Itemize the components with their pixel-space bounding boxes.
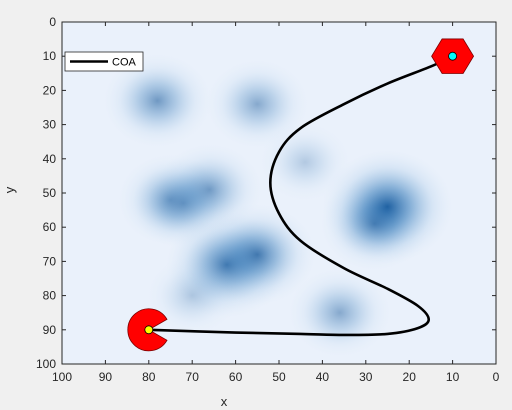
series-line-coa bbox=[148, 55, 454, 337]
y-tick-label: 50 bbox=[43, 186, 57, 200]
x-tick-label: 50 bbox=[272, 370, 286, 384]
y-tick-label: 40 bbox=[43, 152, 57, 166]
heatmap-blob bbox=[156, 143, 263, 236]
marker-layer bbox=[127, 38, 475, 352]
heatmap-blob bbox=[288, 267, 392, 358]
x-tick-label: 100 bbox=[52, 370, 72, 384]
y-axis-ticks: 0 10 20 30 40 50 60 70 80 90 100 bbox=[36, 15, 496, 371]
y-tick-label: 70 bbox=[43, 254, 57, 268]
start-marker bbox=[127, 308, 168, 352]
series-layer bbox=[148, 55, 454, 337]
y-tick-label: 90 bbox=[43, 323, 57, 337]
y-tick-label: 60 bbox=[43, 220, 57, 234]
y-tick-label: 30 bbox=[43, 118, 57, 132]
x-axis-label: x bbox=[221, 394, 228, 409]
x-axis-ticks: 100 90 80 70 60 50 40 30 20 10 0 bbox=[52, 22, 500, 384]
heatmap-blob bbox=[103, 53, 212, 148]
y-tick-label: 20 bbox=[43, 83, 57, 97]
heatmap-blob bbox=[205, 59, 309, 149]
legend-label-coa: COA bbox=[112, 57, 137, 69]
y-axis-label: y bbox=[2, 186, 17, 193]
heatmap-blob bbox=[146, 255, 239, 336]
x-tick-label: 10 bbox=[446, 370, 460, 384]
end-marker-center bbox=[448, 51, 458, 61]
y-tick-label: 80 bbox=[43, 289, 57, 303]
x-tick-label: 60 bbox=[229, 370, 243, 384]
x-tick-label: 40 bbox=[316, 370, 330, 384]
heatmap-blob bbox=[259, 122, 352, 203]
x-tick-label: 30 bbox=[359, 370, 373, 384]
x-tick-label: 20 bbox=[403, 370, 417, 384]
start-marker-center bbox=[144, 325, 154, 335]
legend[interactable]: COA bbox=[64, 51, 144, 72]
x-tick-label: 80 bbox=[142, 370, 156, 384]
y-tick-label: 0 bbox=[49, 15, 56, 29]
x-tick-label: 0 bbox=[493, 370, 500, 384]
y-tick-label: 100 bbox=[36, 357, 56, 371]
x-tick-label: 90 bbox=[99, 370, 113, 384]
y-tick-label: 10 bbox=[43, 49, 57, 63]
end-marker bbox=[431, 38, 475, 74]
x-tick-label: 70 bbox=[186, 370, 200, 384]
heatmap-layer bbox=[103, 53, 453, 358]
heatmap-blob bbox=[320, 176, 429, 271]
